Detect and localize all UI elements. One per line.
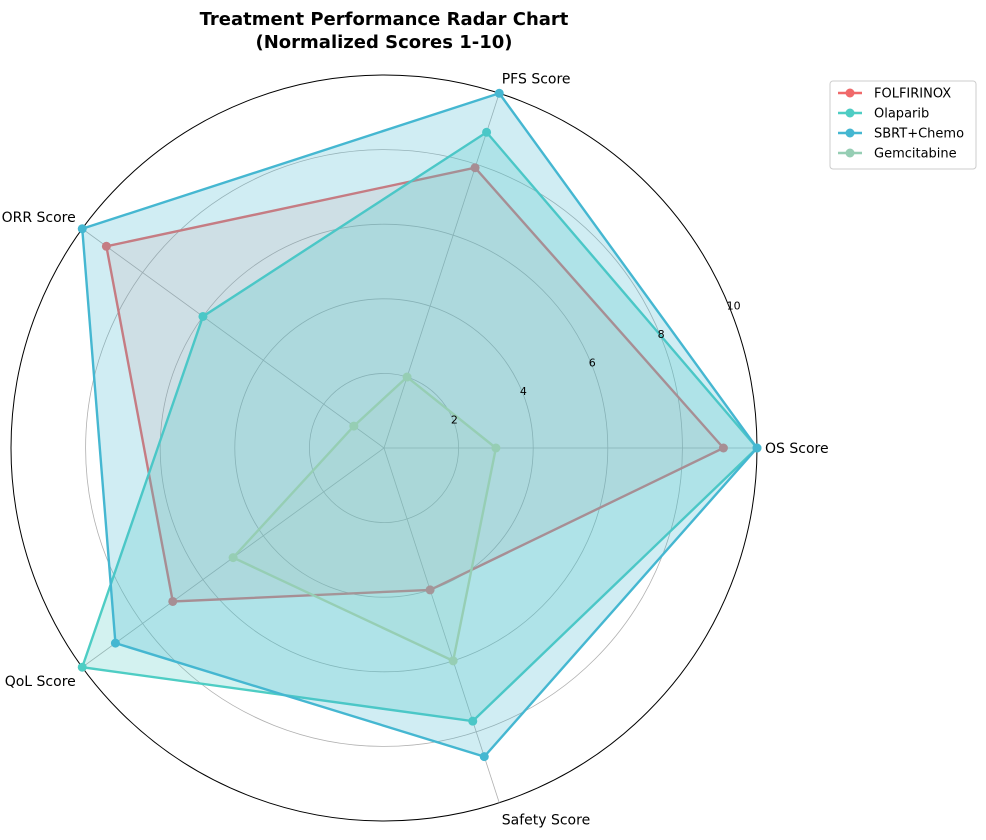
chart-title: Treatment Performance Radar Chart [200,9,569,30]
data-point-folfirinox [101,241,111,251]
series-area-olaparib [82,132,758,722]
series-gemcitabine [228,372,501,666]
radial-tick-label: 6 [589,356,596,369]
axis-label: OS Score [765,441,829,457]
legend-item-gemcitabine: Gemcitabine [838,147,957,162]
legend-swatch-marker [845,108,855,118]
chart-subtitle: (Normalized Scores 1-10) [256,32,513,53]
data-point-olaparib [468,716,478,726]
series-line-gemcitabine [231,375,498,663]
series-area-gemcitabine [233,377,496,661]
data-point-sbrt-chemo [110,638,120,648]
data-point-gemcitabine [491,443,501,453]
legend-item-sbrt-chemo: SBRT+Chemo [838,127,964,142]
data-point-folfirinox [168,596,178,606]
legend-swatch-marker [845,128,855,138]
data-point-sbrt-chemo [494,88,504,98]
axis-label: PFS Score [502,72,571,88]
radar-series-group [77,88,762,762]
radial-tick-label: 4 [520,385,527,398]
radial-tick-label: 10 [727,299,741,312]
axis-label: ORR Score [2,210,76,226]
series-area-sbrt-chemo [82,93,758,757]
data-point-olaparib [77,662,87,672]
radar-spoke [383,93,500,449]
series-sbrt-chemo [77,88,762,762]
data-point-gemcitabine [228,553,238,563]
series-olaparib [77,127,762,726]
data-point-folfirinox [425,585,435,595]
axis-label: QoL Score [5,674,76,690]
legend-label: Olaparib [874,107,929,122]
data-point-sbrt-chemo [77,224,87,234]
data-point-olaparib [198,311,208,321]
legend-label: FOLFIRINOX [874,87,951,102]
radar-spoke [82,228,385,449]
data-point-gemcitabine [349,421,359,431]
data-point-folfirinox [718,443,728,453]
radial-tick-label: 8 [658,328,665,341]
legend-label: Gemcitabine [874,147,957,162]
legend-item-folfirinox: FOLFIRINOX [838,87,951,102]
data-point-olaparib [482,127,492,137]
radial-tick-label: 2 [451,413,458,426]
data-point-sbrt-chemo [752,443,762,453]
axis-label: Safety Score [502,812,590,828]
radial-tick-labels: 2 4 6 8 10 [451,299,741,426]
axis-labels: OS Score PFS Score ORR Score QoL Score Safet… [2,72,829,829]
legend-frame [829,80,977,170]
chart-legend: FOLFIRINOX Olaparib SBRT+Chemo Gemcitabine [829,80,977,170]
series-line-olaparib [80,130,759,723]
legend-swatch-marker [845,148,855,158]
radar-spoke [383,447,500,803]
data-point-folfirinox [470,163,480,173]
data-point-gemcitabine [448,656,458,666]
series-line-sbrt-chemo [80,91,759,759]
legend-label: SBRT+Chemo [874,127,964,142]
data-point-gemcitabine [402,372,412,382]
legend-swatch-marker [845,88,855,98]
legend-item-olaparib: Olaparib [838,107,929,122]
data-point-sbrt-chemo [479,752,489,762]
series-line-folfirinox [104,166,726,603]
